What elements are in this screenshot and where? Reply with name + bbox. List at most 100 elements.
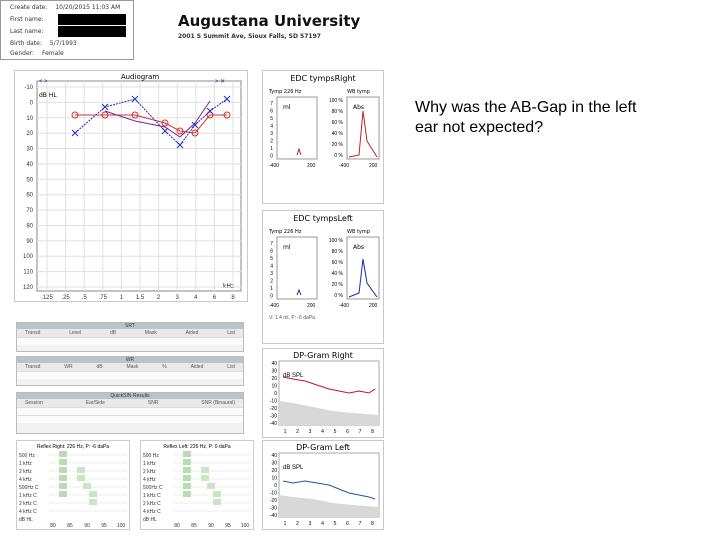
reflex-response-cell — [183, 491, 191, 497]
tymp-left-tymp-label: Tymp 226 Hz — [268, 229, 302, 235]
reflex-row-label: 4 kHz — [19, 477, 32, 483]
reflex-x-tick: 90 — [84, 523, 90, 529]
x-tick-label: 8 — [371, 429, 374, 435]
y-tick-label: 7 — [270, 241, 273, 247]
y-tick-label: 5 — [270, 116, 273, 122]
column-header: % — [162, 364, 167, 370]
redacted-first-name — [58, 14, 126, 25]
question-text: Why was the AB-Gap in the left ear not e… — [415, 99, 637, 136]
column-header: List — [227, 330, 235, 336]
x-tick-label: 2 — [157, 295, 161, 301]
y-tick-label: 6 — [270, 249, 273, 255]
y-tick-label: 30 — [26, 147, 33, 153]
left-ear-air-markers — [71, 95, 231, 149]
x-tick-label: 1 — [284, 429, 287, 435]
srt-table: SRT Transd Level dB Mask Aided List — [16, 322, 244, 352]
x-tick-label: 6 — [213, 295, 217, 301]
reflex-row-label: 2 kHz — [143, 469, 156, 475]
pct-tick-label: 0 % — [334, 153, 343, 159]
tymp-right-curve — [296, 147, 302, 156]
reflex-x-tick: 80 — [174, 523, 180, 529]
reflex-response-cell — [201, 475, 209, 481]
reflex-left-panel: Reflex Left: 226 Hz, P: 0 daPa 500 Hz 1 k… — [140, 440, 254, 530]
dpgram-right-chart: DP-Gram Right dB SPL kHz 403020100-10-20… — [270, 351, 380, 435]
y-tick-label: -30 — [270, 414, 277, 420]
reflex-row-label: 1 kHz C — [19, 493, 37, 499]
reflex-response-cell — [183, 467, 191, 473]
tymp-left-wb-label: WB tymp — [347, 229, 370, 235]
pct-tick-label: 20 % — [332, 282, 344, 288]
y-tick-label: 1 — [270, 146, 273, 152]
reflex-response-cell — [59, 483, 67, 489]
dpgram-right-line — [282, 376, 376, 394]
dpgram-left-noise-floor — [279, 495, 379, 517]
reflex-x-tick: 80 — [50, 523, 56, 529]
y-tick-label: 3 — [270, 131, 273, 137]
dpgram-left-unit: dB SPL — [283, 465, 304, 471]
x-tick-label: 5 — [334, 521, 337, 527]
y-tick-label: 60 — [26, 193, 33, 199]
y-tick-label: 0 — [30, 100, 34, 106]
reflex-response-cell — [89, 491, 97, 497]
reflex-response-cell — [207, 483, 215, 489]
y-tick-label: 10 — [271, 476, 277, 482]
tymp-left-ml: ml — [283, 244, 291, 251]
reflex-response-cell — [183, 451, 191, 457]
column-header: SNR (Binaural) — [201, 400, 235, 406]
tymp-right-abs: Abs — [353, 104, 364, 111]
x-tick-label: 1 — [284, 521, 287, 527]
reflex-row-label: 4 kHz C — [143, 509, 161, 515]
bone-conduction-line — [104, 100, 211, 138]
y-tick-label: -20 — [270, 406, 277, 412]
patient-info-box: Create date: 10/20/2015 11:03 AM First n… — [0, 0, 134, 60]
y-tick-label: 40 — [26, 162, 33, 168]
tymp-left-abs: Abs — [353, 244, 364, 251]
last-name-label: Last name: — [10, 28, 44, 35]
tymp-left-chart: EDC tympsLeft Tymp 226 Hz WB tymp ml Abs… — [268, 214, 380, 321]
tymp-right-x1: -400 — [269, 163, 279, 169]
tymp-right-chart: EDC tympsRight Tymp 226 Hz WB tymp ml Ab… — [268, 74, 380, 169]
srt-row — [17, 337, 243, 345]
first-name-label: First name: — [10, 16, 44, 23]
reflex-response-cell — [183, 459, 191, 465]
tymp-right-title: EDC tympsRight — [290, 74, 355, 83]
quicksin-row — [17, 415, 243, 423]
y-tick-label: 2 — [270, 139, 273, 145]
reflex-response-cell — [213, 491, 221, 497]
reflex-row-label: 1 kHz — [19, 461, 32, 467]
reflex-right-chart: Reflex Right: 226 Hz, P: -6 daPa 500 Hz 1… — [19, 444, 127, 529]
y-tick-label: -10 — [270, 399, 277, 405]
reflex-row-label: 500Hz C — [143, 485, 163, 491]
y-tick-label: 20 — [271, 376, 277, 382]
y-tick-label: 110 — [23, 270, 33, 276]
right-ear-air-markers — [71, 111, 231, 137]
x-tick-label: 6 — [346, 429, 349, 435]
birth-date-label: Birth date: — [10, 40, 42, 47]
reflex-response-cell — [213, 499, 221, 505]
dpgram-right-noise-floor — [279, 401, 379, 425]
tymp-right-x3: -400 — [339, 163, 349, 169]
column-header: Session — [25, 400, 43, 406]
audiogram-x-ticks: .125 .25 .5 .75 1 1.5 2 3 4 6 8 — [41, 295, 235, 301]
gender-value: Female — [41, 50, 64, 57]
x-tick-label: 3 — [176, 295, 180, 301]
reflex-x-tick: 100 — [241, 523, 250, 529]
y-tick-label: -10 — [270, 491, 277, 497]
tymp-right-tymp-label: Tymp 226 Hz — [268, 89, 302, 95]
wr-row — [17, 371, 243, 379]
reflex-response-cell — [59, 451, 67, 457]
wr-title: WR — [17, 357, 243, 363]
tymp-left-x2: 200 — [307, 303, 316, 309]
column-header: Aided — [190, 364, 204, 370]
reflex-left-title: Reflex Left: 226 Hz, P: 0 daPa — [163, 444, 230, 450]
column-header: Ear/Side — [85, 400, 105, 406]
reflex-row-label: 500 Hz — [143, 453, 159, 459]
y-tick-label: 4 — [270, 124, 273, 130]
reflex-x-tick: 100 — [117, 523, 126, 529]
x-tick-label: 3 — [309, 429, 312, 435]
quicksin-row — [17, 407, 243, 415]
y-tick-label: 0 — [274, 483, 277, 489]
redacted-last-name — [58, 26, 126, 37]
